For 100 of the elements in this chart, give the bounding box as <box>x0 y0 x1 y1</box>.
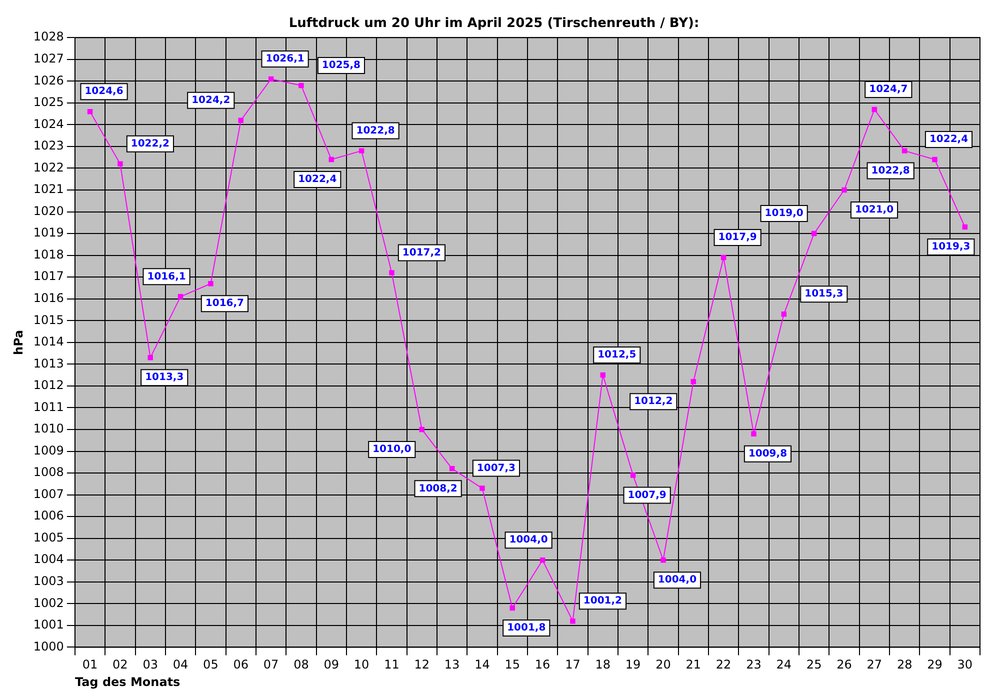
x-tick-label: 06 <box>233 658 249 672</box>
y-tick-label: 1008 <box>33 465 64 480</box>
y-tick-label: 1021 <box>33 182 64 196</box>
y-tick-label: 1027 <box>33 51 64 66</box>
point <box>690 378 696 384</box>
point <box>449 466 455 472</box>
data-label: 1007,3 <box>476 462 516 474</box>
data-label: 1024,2 <box>192 94 230 106</box>
point <box>902 148 908 154</box>
data-label: 1012,2 <box>634 396 673 408</box>
data-label: 1001,8 <box>507 622 546 634</box>
point <box>208 280 214 286</box>
data-label: 1021,0 <box>854 204 894 216</box>
x-tick-label: 09 <box>324 658 340 672</box>
y-tick-label: 1014 <box>33 334 64 349</box>
point <box>872 106 878 112</box>
x-tick-label: 07 <box>263 658 279 672</box>
data-label: 1024,6 <box>84 86 124 98</box>
x-tick-label: 20 <box>656 658 671 672</box>
y-tick-label: 1009 <box>33 443 64 458</box>
x-tick-label: 27 <box>866 658 882 672</box>
point <box>842 187 847 193</box>
x-tick-label: 22 <box>716 658 732 672</box>
x-tick-label: 23 <box>746 658 762 672</box>
x-tick-label: 02 <box>112 658 128 672</box>
point <box>751 431 756 436</box>
point <box>600 372 606 378</box>
y-tick-label: 1017 <box>33 269 64 284</box>
x-tick-label: 28 <box>896 658 912 672</box>
y-tick-label: 1013 <box>33 356 64 370</box>
point <box>540 557 546 563</box>
y-tick-label: 1024 <box>33 116 64 131</box>
y-tick-label: 1023 <box>33 138 64 153</box>
x-tick-label: 17 <box>565 658 580 672</box>
y-tick-label: 1011 <box>33 400 64 414</box>
x-tick-label: 15 <box>504 658 520 672</box>
y-tick-label: 1002 <box>33 596 64 610</box>
point <box>510 605 516 611</box>
point <box>178 294 184 300</box>
data-label: 1025,8 <box>322 60 361 72</box>
x-tick-label: 01 <box>82 658 98 672</box>
point <box>298 82 304 88</box>
x-tick-label: 30 <box>957 658 973 672</box>
x-tick-label: 08 <box>294 658 309 672</box>
point <box>962 224 968 230</box>
y-tick-label: 1012 <box>33 378 64 392</box>
data-label: 1022,4 <box>929 134 968 146</box>
point <box>811 230 817 236</box>
x-tick-label: 11 <box>384 658 400 672</box>
data-label: 1026,1 <box>266 54 304 65</box>
chart-title: Luftdruck um 20 Uhr im April 2025 (Tirschenreuth / BY): <box>288 16 700 32</box>
point <box>570 618 576 624</box>
y-tick-label: 1018 <box>33 247 64 262</box>
y-tick-label: 1010 <box>33 422 64 436</box>
data-label: 1007,9 <box>628 490 666 501</box>
x-tick-label: 13 <box>444 658 460 672</box>
y-tick-label: 1005 <box>33 530 64 544</box>
point <box>630 472 636 478</box>
point <box>238 118 244 123</box>
point <box>148 355 153 360</box>
data-label: 1013,3 <box>145 372 184 384</box>
data-label: 1009,8 <box>748 448 788 460</box>
y-tick-label: 1028 <box>33 30 64 44</box>
y-tick-label: 1004 <box>33 552 64 566</box>
data-label: 1012,5 <box>598 350 636 361</box>
point <box>720 254 726 260</box>
y-tick-label: 1003 <box>33 574 64 588</box>
x-tick-label: 16 <box>534 658 550 672</box>
point <box>118 161 123 166</box>
x-tick-label: 12 <box>414 658 430 672</box>
data-label: 1004,0 <box>509 534 548 546</box>
data-label: 1019,3 <box>932 242 970 253</box>
point <box>932 156 938 162</box>
y-tick-label: 1026 <box>33 73 64 88</box>
data-label: 1016,1 <box>147 271 186 282</box>
x-tick-label: 05 <box>203 658 218 672</box>
y-tick-label: 1016 <box>33 290 64 305</box>
x-tick-label: 10 <box>354 658 370 672</box>
y-axis-title: hPa <box>11 330 26 355</box>
point <box>87 109 93 114</box>
x-tick-label: 26 <box>836 658 852 672</box>
data-label: 1024,7 <box>869 84 908 96</box>
y-tick-label: 1000 <box>33 639 64 654</box>
data-label: 1015,3 <box>804 288 844 300</box>
data-label: 1022,4 <box>298 174 337 186</box>
x-tick-label: 18 <box>595 658 611 672</box>
data-label: 1008,2 <box>418 483 458 494</box>
data-label: 1017,2 <box>402 247 442 258</box>
data-label: 1010,0 <box>372 444 412 456</box>
point <box>328 156 334 162</box>
y-tick-label: 1025 <box>33 95 64 110</box>
y-tick-label: 1007 <box>33 486 64 501</box>
data-label: 1022,8 <box>871 165 910 176</box>
y-tick-label: 1006 <box>33 508 64 523</box>
data-label: 1019,0 <box>764 208 804 220</box>
y-tick-label: 1020 <box>33 204 64 218</box>
data-label: 1022,8 <box>356 125 395 136</box>
point <box>781 311 787 317</box>
x-axis-title: Tag des Monats <box>74 674 180 689</box>
point <box>660 557 666 563</box>
